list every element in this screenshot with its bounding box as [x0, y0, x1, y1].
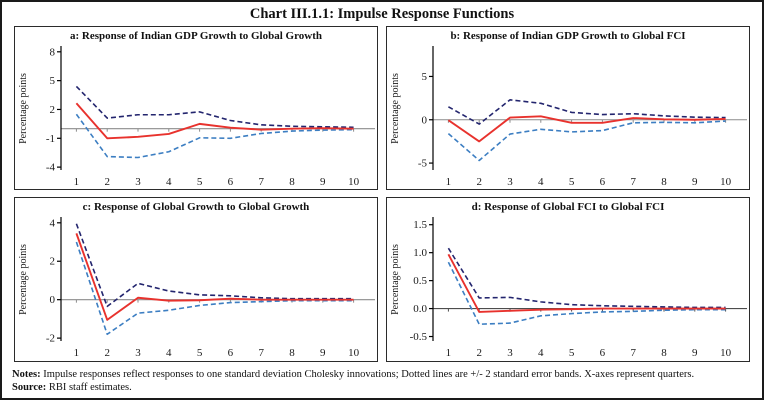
- svg-text:10: 10: [348, 347, 360, 359]
- svg-text:8: 8: [289, 176, 295, 188]
- series-lower_band: [447, 120, 726, 162]
- series-upper_band: [75, 85, 354, 129]
- footnotes: Notes: Impulse responses reflect respons…: [2, 366, 762, 398]
- svg-text:0.0: 0.0: [413, 303, 427, 315]
- source-label: Source:: [12, 382, 47, 394]
- svg-text:4: 4: [166, 347, 172, 359]
- panels-grid: a: Response of Indian GDP Growth to Glob…: [2, 25, 762, 366]
- svg-text:7: 7: [258, 347, 264, 359]
- notes-label: Notes:: [12, 368, 41, 380]
- svg-text:1.5: 1.5: [413, 220, 427, 232]
- svg-text:4: 4: [538, 176, 544, 188]
- svg-text:-2: -2: [46, 333, 55, 345]
- svg-text:1: 1: [446, 176, 452, 188]
- series-lower_band: [75, 113, 354, 159]
- panel-a-chart: 8 5 2 -1 -4 Percentage points 1 2 3 4 5 6 7 8 9 10: [15, 42, 377, 189]
- series-lower_band: [447, 262, 726, 326]
- svg-text:-1: -1: [46, 133, 55, 145]
- svg-text:6: 6: [228, 176, 234, 188]
- panel-c-title: c: Response of Global Growth to Global G…: [82, 201, 310, 214]
- svg-text:4: 4: [50, 218, 56, 230]
- svg-text:-5: -5: [418, 158, 428, 170]
- panel-b-chart: 5 0 -5 Percentage points 1 2 3 4 5 6 7 8 9 10: [387, 42, 749, 189]
- svg-text:2: 2: [476, 347, 482, 359]
- notes-line: Notes: Impulse responses reflect respons…: [12, 368, 752, 382]
- svg-text:9: 9: [692, 347, 698, 359]
- svg-text:10: 10: [720, 176, 732, 188]
- series-response: [447, 254, 726, 314]
- chart-d-canvas: 1.5 1.0 0.5 0.0 -0.5 Percentage points 1 2 3 4 5 6 7…: [390, 217, 747, 359]
- series-upper_band: [448, 99, 726, 125]
- svg-text:10: 10: [720, 347, 732, 359]
- svg-text:6: 6: [600, 347, 606, 359]
- notes-text: Impulse responses reflect responses to o…: [40, 368, 695, 380]
- panel-c-chart: 4 2 0 -2 Percentage points 1 2 3 4 5 6 7 8 9 10: [15, 213, 377, 360]
- svg-text:2: 2: [104, 176, 110, 188]
- svg-text:-0.5: -0.5: [410, 331, 428, 343]
- svg-text:2: 2: [476, 176, 482, 188]
- svg-text:-4: -4: [46, 162, 56, 174]
- series-response: [75, 102, 354, 140]
- y-axis-label: Percentage points: [390, 244, 401, 315]
- svg-text:10: 10: [348, 176, 360, 188]
- svg-text:4: 4: [166, 176, 172, 188]
- panel-d-title: d: Response of Global FCI to Global FCI: [471, 201, 665, 214]
- svg-text:4: 4: [538, 347, 544, 359]
- svg-text:7: 7: [630, 347, 636, 359]
- svg-text:8: 8: [661, 347, 667, 359]
- svg-text:8: 8: [661, 176, 667, 188]
- svg-text:2: 2: [50, 104, 56, 116]
- series-response: [447, 115, 726, 143]
- source-line: Source: RBI staff estimates.: [12, 381, 752, 395]
- svg-text:3: 3: [507, 176, 513, 188]
- series-response: [75, 233, 354, 322]
- svg-text:8: 8: [50, 46, 56, 58]
- svg-text:5: 5: [569, 347, 575, 359]
- panel-a-title: a: Response of Indian GDP Growth to Glob…: [69, 30, 322, 42]
- svg-text:5: 5: [197, 176, 203, 188]
- svg-text:2: 2: [50, 256, 56, 268]
- panel-b: b: Response of Indian GDP Growth to Glob…: [386, 26, 750, 191]
- svg-text:1: 1: [446, 347, 452, 359]
- svg-text:7: 7: [258, 176, 264, 188]
- svg-text:0: 0: [50, 295, 56, 307]
- panel-a: a: Response of Indian GDP Growth to Glob…: [14, 26, 378, 191]
- svg-text:1: 1: [74, 347, 80, 359]
- source-text: RBI staff estimates.: [46, 382, 132, 394]
- svg-text:0: 0: [422, 114, 428, 126]
- chart-c-canvas: 4 2 0 -2 Percentage points 1 2 3 4 5 6 7 8 9 10: [18, 217, 375, 359]
- series-upper_band: [75, 223, 354, 308]
- chart-main-title: Chart III.1.1: Impulse Response Function…: [249, 6, 515, 22]
- panel-d: d: Response of Global FCI to Global FCI …: [386, 197, 750, 362]
- svg-text:8: 8: [289, 347, 295, 359]
- svg-text:1: 1: [74, 176, 80, 188]
- svg-text:2: 2: [104, 347, 110, 359]
- panel-d-chart: 1.5 1.0 0.5 0.0 -0.5 Percentage points 1 2 3 4 5 6 7…: [387, 213, 749, 360]
- svg-text:0.5: 0.5: [413, 275, 427, 287]
- svg-text:3: 3: [507, 347, 513, 359]
- panel-c: c: Response of Global Growth to Global G…: [14, 197, 378, 362]
- svg-text:7: 7: [630, 176, 636, 188]
- chart-b-canvas: 5 0 -5 Percentage points 1 2 3 4 5 6 7 8 9 10: [390, 46, 747, 188]
- svg-text:9: 9: [320, 347, 326, 359]
- svg-text:9: 9: [320, 176, 326, 188]
- series-upper_band: [447, 248, 726, 309]
- y-axis-label: Percentage points: [390, 73, 401, 144]
- chart-a-canvas: 8 5 2 -1 -4 Percentage points 1 2 3 4 5 6 7 8 9 10: [18, 46, 375, 188]
- svg-text:5: 5: [569, 176, 575, 188]
- panel-b-title: b: Response of Indian GDP Growth to Glob…: [450, 30, 686, 42]
- svg-text:6: 6: [228, 347, 234, 359]
- y-axis-label: Percentage points: [18, 244, 29, 315]
- svg-text:3: 3: [135, 176, 141, 188]
- svg-text:6: 6: [600, 176, 606, 188]
- series-lower_band: [75, 242, 354, 336]
- y-axis-label: Percentage points: [18, 73, 29, 144]
- svg-text:9: 9: [692, 176, 698, 188]
- svg-text:5: 5: [422, 71, 428, 83]
- svg-text:3: 3: [135, 347, 141, 359]
- svg-text:1.0: 1.0: [413, 248, 427, 260]
- svg-text:5: 5: [197, 347, 203, 359]
- svg-text:5: 5: [50, 75, 56, 87]
